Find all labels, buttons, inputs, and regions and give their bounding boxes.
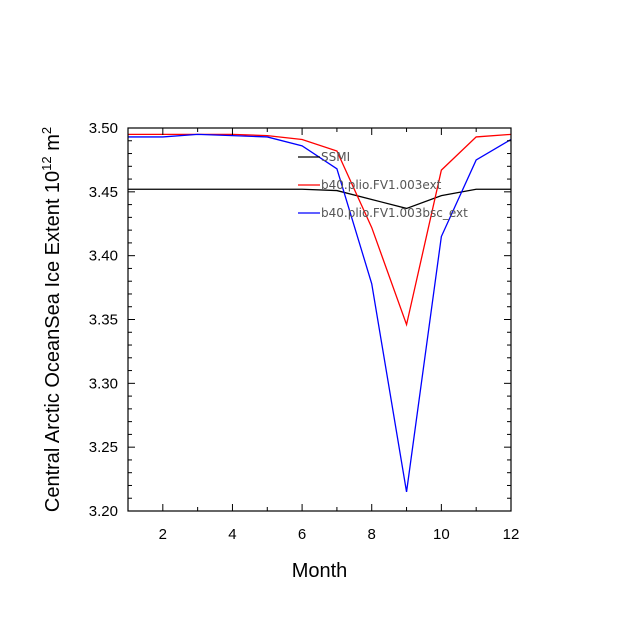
y-tick-label: 3.35	[89, 312, 118, 329]
y-tick-label: 3.20	[89, 503, 118, 520]
series-line-2	[128, 133, 512, 492]
legend-label-2: b40.plio.FV1.003bsc_ext	[321, 206, 468, 220]
y-axis-title-unit: m	[42, 134, 64, 156]
axis-ticks	[127, 127, 512, 512]
y-axis-title-unit-exponent: 2	[39, 127, 54, 134]
x-tick-label: 6	[298, 526, 306, 543]
x-axis-title: Month	[292, 560, 348, 582]
y-axis-title: Central Arctic OceanSea Ice Extent 1012 …	[39, 127, 64, 512]
legend: SSMI b40.plio.FV1.003ext b40.plio.FV1.003b…	[298, 150, 468, 220]
series-line-0	[128, 188, 511, 210]
x-tick-label: 12	[503, 526, 520, 543]
plot-frame	[127, 127, 512, 512]
x-tick-label: 8	[368, 526, 376, 543]
legend-label-1: b40.plio.FV1.003ext	[321, 178, 442, 192]
y-tick-label: 3.45	[89, 184, 118, 201]
y-tick-label: 3.25	[89, 439, 118, 456]
series-lines	[128, 133, 512, 492]
series-line-1	[128, 133, 512, 327]
y-tick-label: 3.50	[89, 120, 118, 137]
tick-labels: 2 4 6 8 10 12 3.20 3.25 3.30 3.35 3.40 3.45 3.50	[89, 120, 520, 543]
x-tick-label: 10	[433, 526, 450, 543]
y-tick-label: 3.30	[89, 375, 118, 392]
x-tick-label: 2	[159, 526, 167, 543]
legend-label-0: SSMI	[321, 150, 350, 164]
y-axis-title-exponent: 12	[39, 156, 54, 170]
y-axis-title-main: Central Arctic OceanSea Ice Extent 10	[42, 171, 64, 512]
y-tick-label: 3.40	[89, 248, 118, 265]
x-tick-label: 4	[228, 526, 236, 543]
